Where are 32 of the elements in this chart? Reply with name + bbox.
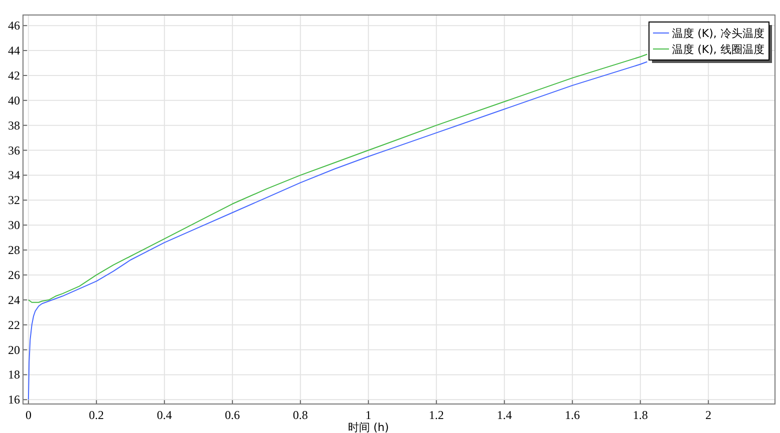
x-axis-title: 时间 (h): [348, 421, 389, 433]
x-tick-label: 1.6: [564, 408, 580, 422]
y-tick-label: 44: [8, 44, 20, 58]
y-tick-label: 28: [8, 243, 20, 258]
y-tick-label: 40: [8, 93, 20, 108]
y-tick-label: 22: [8, 318, 20, 332]
line-series: [28, 61, 648, 400]
x-tick-label: 1.4: [496, 408, 512, 422]
y-tick-label: 42: [8, 68, 20, 82]
y-tick-label: 46: [8, 18, 20, 33]
y-tick-label: 30: [8, 218, 20, 232]
y-tick-label: 18: [8, 368, 20, 382]
line-series: [28, 54, 648, 303]
x-tick-label: 1.2: [428, 408, 444, 422]
x-tick-label: 1.8: [632, 408, 648, 422]
legend-label: 温度 (K), 线圈温度: [672, 43, 764, 56]
y-tick-label: 20: [8, 342, 20, 357]
y-tick-label: 16: [8, 392, 20, 407]
y-tick-label: 26: [8, 268, 20, 282]
x-tick-label: 2: [705, 408, 712, 422]
x-tick-label: 1: [365, 408, 372, 422]
y-tick-label: 36: [8, 143, 20, 158]
x-tick-label: 0.2: [88, 408, 104, 422]
x-tick-label: 0.8: [292, 408, 308, 422]
x-tick-label: 0: [25, 408, 32, 422]
legend-label: 温度 (K), 冷头温度: [672, 27, 764, 40]
y-tick-label: 32: [8, 193, 20, 208]
y-tick-label: 24: [8, 292, 20, 307]
y-tick-label: 38: [8, 118, 20, 132]
x-tick-label: 0.6: [224, 408, 240, 422]
x-tick-label: 0.4: [156, 408, 172, 422]
y-tick-label: 34: [8, 168, 20, 182]
